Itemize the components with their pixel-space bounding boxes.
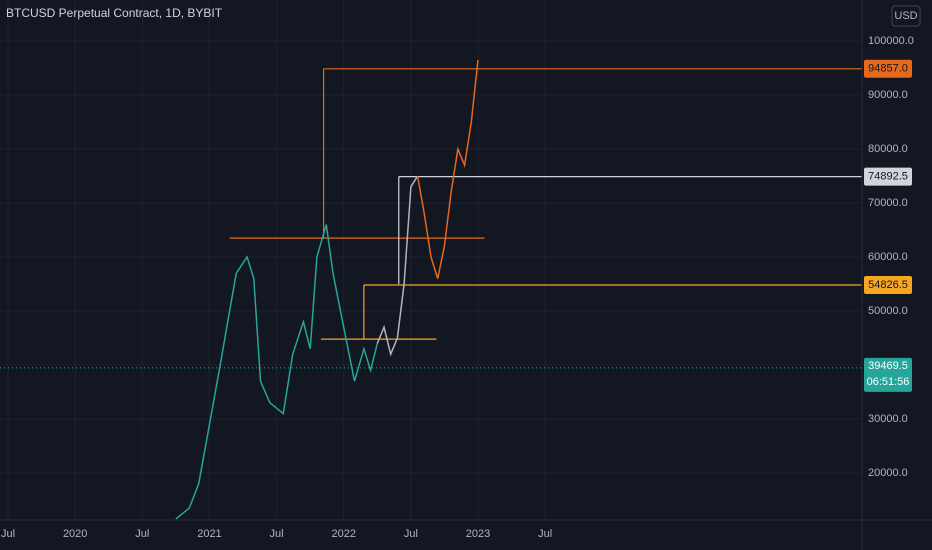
- y-tick-label: 60000.0: [868, 251, 908, 263]
- price-line: [175, 224, 379, 520]
- last-price-tag: [864, 357, 912, 392]
- x-tick-label: 2022: [331, 528, 355, 540]
- y-tick-label: 70000.0: [868, 197, 908, 209]
- price-tag-label: 74892.5: [868, 171, 908, 183]
- x-tick-label: 2020: [63, 528, 87, 540]
- price-tag: [864, 59, 912, 78]
- price-tag: [864, 167, 912, 186]
- chart-title: BTCUSD Perpetual Contract, 1D, BYBIT: [6, 6, 223, 20]
- x-tick-label: Jul: [1, 528, 15, 540]
- x-tick-label: 2021: [197, 528, 221, 540]
- x-tick-label: Jul: [538, 528, 552, 540]
- price-tag-label: 54826.5: [868, 279, 908, 291]
- y-tick-label: 90000.0: [868, 89, 908, 101]
- x-tick-label: 2023: [466, 528, 490, 540]
- y-tick-label: 30000.0: [868, 413, 908, 425]
- plot: [0, 59, 862, 520]
- x-tick-label: Jul: [270, 528, 284, 540]
- x-tick-label: Jul: [404, 528, 418, 540]
- y-tick-label: 100000.0: [868, 35, 914, 47]
- y-tick-label: 80000.0: [868, 143, 908, 155]
- price-tag: [864, 275, 912, 294]
- x-tick-label: Jul: [135, 528, 149, 540]
- countdown: 06:51:56: [867, 376, 910, 388]
- currency[interactable]: USD: [894, 10, 917, 22]
- axes: 20000.030000.040000.050000.060000.070000…: [1, 35, 914, 540]
- y-tick-label: 20000.0: [868, 467, 908, 479]
- y-tick-label: 50000.0: [868, 305, 908, 317]
- last-price-label: 39469.5: [868, 360, 908, 372]
- currency-box[interactable]: [891, 5, 921, 27]
- price-tag-label: 94857.0: [868, 63, 908, 75]
- price-line: [376, 175, 419, 357]
- price-line: [416, 59, 479, 279]
